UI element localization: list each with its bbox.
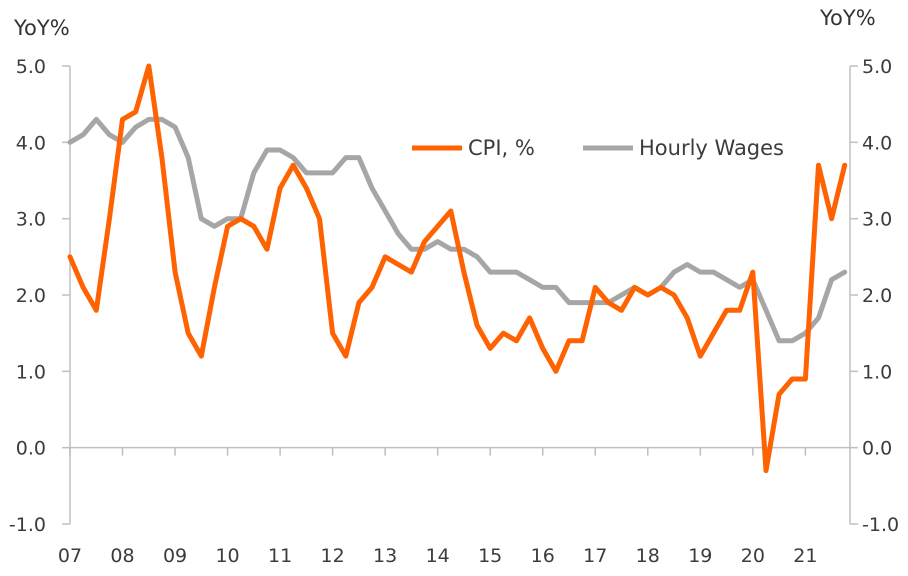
- x-tick-label: 21: [793, 545, 817, 567]
- x-tick-label: 14: [426, 545, 450, 567]
- x-tick-label: 15: [478, 545, 502, 567]
- series-line-cpi: [67, 63, 848, 474]
- x-tick-label: 20: [741, 545, 765, 567]
- chart-axes: 5.0 5.0 4.0 4.0 3.0 3.0 2.0 2.0 1.0 1.0 0.0 0.0 -1.0…: [9, 56, 899, 567]
- y-tick-label-right: 3.0: [862, 209, 892, 231]
- y-tick-label-left: 2.0: [16, 285, 46, 307]
- series-lines: [67, 63, 848, 474]
- x-tick-label: 09: [163, 545, 187, 567]
- x-tick-label: 11: [268, 545, 292, 567]
- y-axis-left-label: YoY%: [14, 16, 70, 40]
- y-tick-label-left: 3.0: [16, 209, 46, 231]
- y-tick-label-left: -1.0: [9, 514, 46, 536]
- legend-label-wages: Hourly Wages: [639, 136, 784, 160]
- y-tick-label-left: 1.0: [16, 361, 46, 383]
- legend: CPI, % Hourly Wages: [412, 136, 784, 160]
- legend-label-cpi: CPI, %: [468, 136, 535, 160]
- x-tick-label: 13: [373, 545, 397, 567]
- x-tick-label: 17: [583, 545, 607, 567]
- x-tick-label: 12: [321, 545, 345, 567]
- y-axis-right-label: YoY%: [820, 6, 876, 30]
- y-tick-label-left: 5.0: [16, 56, 46, 78]
- y-tick-label-left: 0.0: [16, 438, 46, 460]
- x-tick-label: 18: [636, 545, 660, 567]
- x-tick-label: 16: [531, 545, 555, 567]
- x-tick-label: 08: [110, 545, 134, 567]
- y-tick-label-right: 2.0: [862, 285, 892, 307]
- y-tick-label-right: -1.0: [862, 514, 899, 536]
- x-tick-label: 07: [58, 545, 82, 567]
- y-tick-label-right: 0.0: [862, 438, 892, 460]
- y-tick-label-right: 1.0: [862, 361, 892, 383]
- x-tick-label: 10: [215, 545, 239, 567]
- y-tick-label-right: 4.0: [862, 132, 892, 154]
- y-tick-label-right: 5.0: [862, 56, 892, 78]
- x-tick-label: 19: [688, 545, 712, 567]
- y-tick-label-left: 4.0: [16, 132, 46, 154]
